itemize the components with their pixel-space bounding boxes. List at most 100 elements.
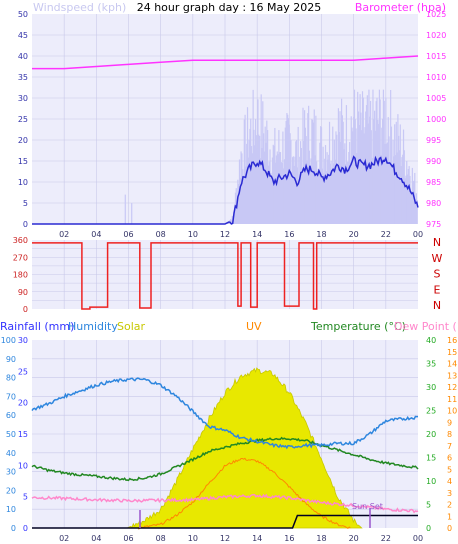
x-axis-ticks-bottom: 02 04 06 08 10 12 14 16 18 20 22 00 bbox=[59, 534, 423, 543]
x-tick-label: 06 bbox=[123, 230, 133, 239]
x-tick-label: 08 bbox=[156, 230, 166, 239]
direction-panel-grid bbox=[32, 240, 418, 309]
humidity-tick-label: 100 bbox=[1, 336, 16, 345]
x-tick-label: 20 bbox=[349, 230, 359, 239]
x-tick-label: 12 bbox=[220, 230, 230, 239]
x-tick-label: 04 bbox=[91, 534, 101, 543]
x-tick-label: 14 bbox=[252, 534, 262, 543]
barometer-tick-label: 1025 bbox=[426, 10, 446, 19]
barometer-line bbox=[32, 55, 419, 70]
humidity-tick-label: 40 bbox=[6, 449, 16, 458]
x-tick-label: 08 bbox=[156, 534, 166, 543]
uv-tick-label: 6 bbox=[447, 454, 452, 463]
rainfall-ticks: 0 5 10 15 20 25 30 bbox=[18, 336, 28, 533]
uv-tick-label: 10 bbox=[447, 407, 457, 416]
rainfall-line bbox=[32, 514, 418, 529]
windspeed-axis-label: Windspeed (kph) bbox=[33, 1, 126, 14]
windspeed-tick-label: 0 bbox=[23, 220, 28, 229]
rainfall-tick-label: 10 bbox=[18, 461, 28, 470]
compass-tick-label: N bbox=[433, 236, 441, 249]
legend-rainfall: Rainfall (mm) bbox=[0, 320, 74, 333]
windspeed-ticks: 0 5 10 15 20 25 30 35 40 45 50 bbox=[18, 10, 28, 229]
x-tick-label: 02 bbox=[59, 230, 69, 239]
uv-tick-label: 4 bbox=[447, 477, 452, 486]
x-axis-ticks-top: 02 04 06 08 10 12 14 16 18 20 22 00 bbox=[59, 230, 423, 239]
windspeed-tick-label: 40 bbox=[18, 52, 28, 61]
page-title: 24 hour graph day : 16 May 2025 bbox=[137, 1, 322, 14]
rainfall-tick-label: 0 bbox=[23, 524, 28, 533]
uv-tick-label: 13 bbox=[447, 371, 457, 380]
direction-degree-ticks: 0 90 180 270 360 bbox=[13, 236, 28, 314]
barometer-axis-label: Barometer (hpa) bbox=[355, 1, 446, 14]
rainfall-tick-label: 30 bbox=[18, 336, 28, 345]
temperature-tick-label: 10 bbox=[426, 477, 436, 486]
uv-tick-label: 7 bbox=[447, 442, 452, 451]
sunset-annotation: Sun Set bbox=[352, 502, 383, 511]
legend-uv: UV bbox=[246, 320, 262, 333]
rainfall-tick-label: 20 bbox=[18, 399, 28, 408]
wind-direction-line bbox=[32, 242, 418, 310]
temperature-tick-label: 25 bbox=[426, 407, 436, 416]
x-tick-label: 00 bbox=[413, 230, 423, 239]
barometer-tick-label: 975 bbox=[426, 220, 441, 229]
windspeed-tick-label: 50 bbox=[18, 10, 28, 19]
windspeed-tick-label: 10 bbox=[18, 178, 28, 187]
legend-solar: Solar bbox=[117, 320, 146, 333]
compass-tick-label: E bbox=[434, 283, 441, 296]
humidity-tick-label: 30 bbox=[6, 468, 16, 477]
compass-tick-label: S bbox=[434, 268, 441, 281]
uv-line bbox=[137, 457, 351, 530]
wind-direction-series bbox=[32, 242, 418, 310]
compass-tick-label: W bbox=[432, 252, 443, 265]
barometer-tick-label: 1010 bbox=[426, 73, 446, 82]
direction-tick-label: 270 bbox=[13, 253, 28, 262]
uv-tick-label: 2 bbox=[447, 501, 452, 510]
direction-tick-label: 0 bbox=[23, 305, 28, 314]
barometer-tick-label: 1020 bbox=[426, 31, 446, 40]
temperature-tick-label: 15 bbox=[426, 454, 436, 463]
rainfall-tick-label: 5 bbox=[23, 493, 28, 502]
uv-tick-label: 5 bbox=[447, 465, 452, 474]
barometer-tick-label: 980 bbox=[426, 199, 441, 208]
x-tick-label: 14 bbox=[252, 230, 262, 239]
uv-tick-label: 11 bbox=[447, 395, 457, 404]
barometer-ticks: 975 980 985 990 995 1000 1005 1010 1015 1020 1025 bbox=[426, 10, 446, 229]
humidity-ticks: 0 10 20 30 40 50 60 70 80 90 100 bbox=[1, 336, 16, 533]
x-tick-label: 22 bbox=[381, 534, 391, 543]
x-tick-label: 02 bbox=[59, 534, 69, 543]
rainfall-tick-label: 15 bbox=[18, 430, 28, 439]
uv-tick-label: 9 bbox=[447, 418, 452, 427]
windspeed-tick-label: 45 bbox=[18, 31, 28, 40]
humidity-tick-label: 50 bbox=[6, 430, 16, 439]
temperature-tick-label: 0 bbox=[426, 524, 431, 533]
barometer-tick-label: 1015 bbox=[426, 52, 446, 61]
temperature-tick-label: 20 bbox=[426, 430, 436, 439]
uv-tick-label: 15 bbox=[447, 348, 457, 357]
humidity-tick-label: 80 bbox=[6, 374, 16, 383]
temperature-tick-label: 35 bbox=[426, 360, 436, 369]
humidity-tick-label: 90 bbox=[6, 355, 16, 364]
windspeed-tick-label: 15 bbox=[18, 157, 28, 166]
temperature-tick-label: 5 bbox=[426, 501, 431, 510]
barometer-tick-label: 1000 bbox=[426, 115, 446, 124]
temperature-tick-label: 30 bbox=[426, 383, 436, 392]
uv-tick-label: 3 bbox=[447, 489, 452, 498]
legend-dew-point: Dew Point (°C) bbox=[394, 320, 458, 333]
humidity-tick-label: 20 bbox=[6, 486, 16, 495]
x-tick-label: 22 bbox=[381, 230, 391, 239]
rainfall-tick-label: 25 bbox=[18, 367, 28, 376]
uv-tick-label: 12 bbox=[447, 383, 457, 392]
x-tick-label: 16 bbox=[284, 230, 294, 239]
uv-tick-label: 0 bbox=[447, 524, 452, 533]
humidity-tick-label: 70 bbox=[6, 392, 16, 401]
direction-tick-label: 180 bbox=[13, 271, 28, 280]
barometer-tick-label: 1005 bbox=[426, 94, 446, 103]
humidity-tick-label: 60 bbox=[6, 411, 16, 420]
windspeed-tick-label: 20 bbox=[18, 136, 28, 145]
windspeed-tick-label: 30 bbox=[18, 94, 28, 103]
x-tick-label: 18 bbox=[316, 230, 326, 239]
temperature-line bbox=[31, 436, 419, 482]
barometer-tick-label: 995 bbox=[426, 136, 441, 145]
compass-tick-label: N bbox=[433, 299, 441, 312]
